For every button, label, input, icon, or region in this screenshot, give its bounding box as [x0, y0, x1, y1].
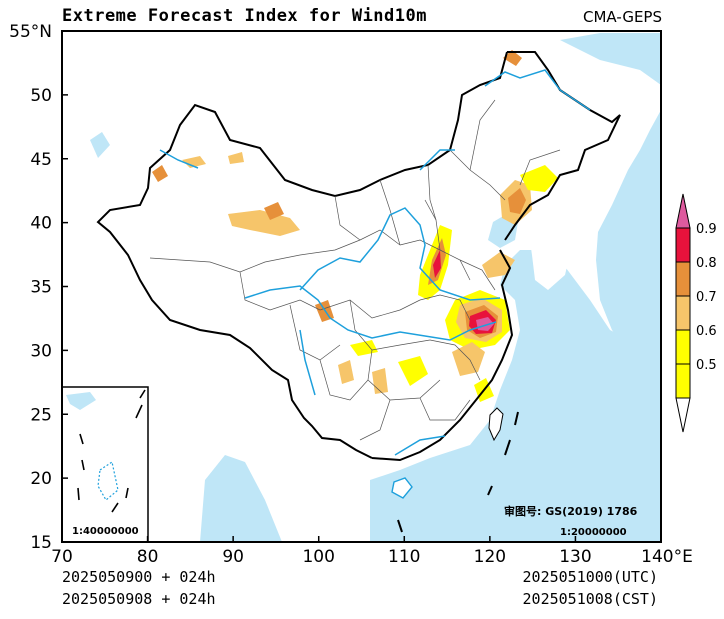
- colorbar-label: 0.9: [696, 222, 717, 237]
- y-tick-label: 20: [30, 469, 52, 489]
- efi-patch-qinghai-high: [264, 202, 284, 220]
- colorbar-box: [675, 261, 691, 297]
- init-time-utc: 2025050900 + 024h: [62, 568, 216, 586]
- inset-scale-label: 1:40000000: [72, 526, 139, 537]
- korea-land: [528, 215, 572, 290]
- china-border: [96, 51, 621, 462]
- x-tick-label: 120: [474, 547, 506, 567]
- sea-south-west: [200, 455, 282, 542]
- chart-title: Extreme Forecast Index for Wind10m: [62, 6, 427, 26]
- y-tick-label: 35: [30, 278, 52, 298]
- x-axis: 70 80 90 100 110 120 130 140°E: [51, 536, 693, 567]
- y-tick-label: 30: [30, 341, 52, 361]
- efi-patch-shandong: [482, 252, 515, 278]
- efi-patch-jilin: [520, 165, 558, 192]
- colorbar: 0.9 0.8 0.7 0.6 0.5: [675, 193, 717, 433]
- taiwan: [488, 407, 504, 442]
- y-tick-label: 45: [30, 150, 52, 170]
- rivers: [159, 69, 591, 456]
- y-tick-label: 55°N: [9, 22, 52, 42]
- sea-north-east: [560, 33, 661, 85]
- efi-patch-xinjiang-west: [152, 165, 168, 182]
- colorbar-label: 0.7: [696, 290, 717, 305]
- west-lake-patch: [90, 132, 110, 158]
- bohai-sea: [488, 215, 518, 248]
- x-tick-label: 110: [388, 547, 420, 567]
- map-approval-label: 审图号: GS(2019) 1786: [504, 504, 638, 518]
- y-tick-label: 25: [30, 405, 52, 425]
- x-tick-label: 80: [137, 547, 159, 567]
- colorbar-box: [675, 329, 691, 365]
- colorbar-top-arrow: [675, 193, 691, 229]
- efi-patch-hunan: [398, 356, 428, 386]
- east-sea: [596, 110, 661, 360]
- efi-patch-xinjiang-east: [228, 152, 244, 164]
- x-tick-label: 70: [51, 547, 73, 567]
- x-tick-label: 140°E: [641, 547, 693, 567]
- inset-map: [61, 386, 149, 543]
- colorbar-box: [675, 363, 691, 399]
- y-tick-label: 40: [30, 214, 52, 234]
- valid-time-cst: 2025051008(CST): [522, 590, 658, 608]
- hainan: [391, 477, 413, 499]
- colorbar-bottom-arrow: [675, 397, 691, 433]
- efi-patch-heilongjiang-north: [503, 50, 522, 66]
- east-china-sea: [370, 250, 661, 542]
- x-tick-label: 90: [222, 547, 244, 567]
- efi-patch-guizhou: [338, 360, 354, 384]
- province-boundaries: [149, 99, 561, 441]
- efi-patch-qinghai: [228, 210, 300, 236]
- dashed-boundary: [397, 411, 519, 533]
- efi-patch-xinjiang-mid: [182, 156, 206, 168]
- colorbar-label: 0.8: [696, 256, 717, 271]
- x-tick-label: 130: [559, 547, 591, 567]
- colorbar-box: [675, 295, 691, 331]
- colorbar-label: 0.6: [696, 324, 717, 339]
- colorbar-box: [675, 227, 691, 263]
- map-scale-label: 1:20000000: [560, 527, 627, 538]
- efi-patch-taihang-red: [433, 250, 441, 278]
- efi-patch-hubei: [350, 340, 378, 356]
- y-tick-label: 15: [30, 533, 52, 553]
- x-tick-label: 100: [302, 547, 334, 567]
- source-label: CMA-GEPS: [583, 8, 662, 26]
- valid-time-utc: 2025051000(UTC): [522, 568, 658, 586]
- efi-patch-liaoning-high: [508, 188, 526, 214]
- y-tick-label: 50: [30, 86, 52, 106]
- init-time-cst: 2025050908 + 024h: [62, 590, 216, 608]
- y-axis: 55°N 50 45 40 35 30 25 20 15: [9, 22, 68, 553]
- colorbar-label: 0.5: [696, 358, 717, 373]
